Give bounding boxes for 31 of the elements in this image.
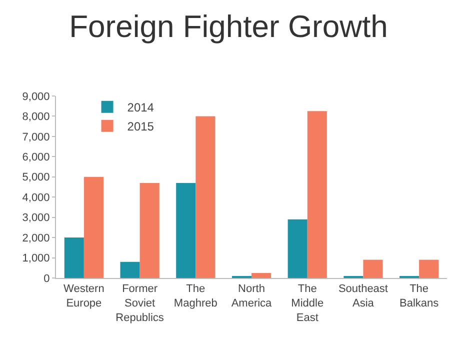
y-tick-label: 1,000 [22, 252, 50, 265]
y-tick-label: 8,000 [22, 111, 50, 124]
bar [176, 182, 196, 278]
bar [252, 272, 272, 278]
y-tick-label: 6,000 [22, 152, 50, 164]
x-tick-label: Western Europe [64, 283, 104, 310]
bar [288, 219, 308, 278]
bar [84, 176, 104, 278]
y-tick-label: 2,000 [22, 232, 50, 244]
bar [64, 238, 84, 278]
chart-title: Foreign Fighter Growth [69, 9, 388, 44]
x-tick-label: Southeast Asia [338, 283, 388, 310]
y-tick-label: 5,000 [22, 172, 50, 184]
bar [419, 260, 439, 278]
y-tick-label: 7,000 [22, 131, 50, 144]
x-tick-label: The Balkans [400, 283, 440, 310]
bar [140, 182, 160, 278]
bar [120, 262, 140, 278]
bar [196, 116, 216, 278]
x-tick-label: The Maghreb [174, 283, 218, 310]
legend-label: 2014 [127, 100, 154, 115]
y-tick-label: 3,000 [22, 212, 50, 224]
bar [363, 260, 383, 278]
bar [307, 111, 327, 278]
y-tick-label: 4,000 [22, 192, 50, 204]
x-tick-label: North America [231, 283, 273, 310]
x-tick-label: Former Soviet Republics [116, 283, 164, 324]
y-tick-label: 0 [44, 272, 50, 285]
legend-label: 2015 [127, 120, 154, 134]
y-tick-label: 9,000 [22, 90, 50, 103]
x-tick-label: The Middle East [291, 283, 324, 324]
